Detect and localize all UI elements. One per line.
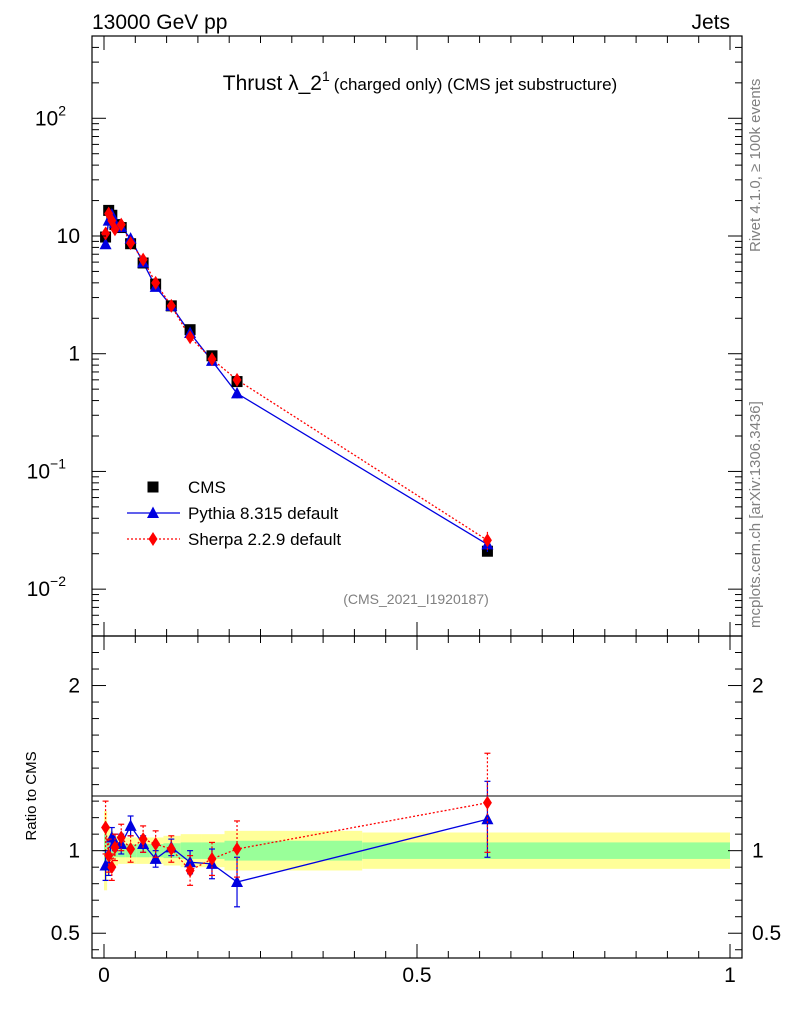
data-point xyxy=(116,217,126,232)
series-line xyxy=(104,212,488,545)
x-axis: 0 0.5 1 xyxy=(98,36,736,987)
ratio-band-inner xyxy=(110,842,114,859)
ratio-data-point xyxy=(207,851,217,866)
header-energy-label: 13000 GeV pp xyxy=(92,11,227,34)
data-point xyxy=(231,386,244,399)
ratio-data-point xyxy=(149,852,162,864)
data-point xyxy=(151,275,161,290)
ratio-y-axis: 0.5 0.5 1 1 2 2 xyxy=(51,652,781,951)
y-tick-label: 1 xyxy=(68,343,80,366)
analysis-id-label: (CMS_2021_I1920187) xyxy=(343,591,489,607)
ratio-panel-frame xyxy=(91,635,743,959)
legend: CMS Pythia 8.315 default Sherpa 2.2.9 defa… xyxy=(127,478,341,549)
header-category-label: Jets xyxy=(691,11,730,34)
ratio-band-inner xyxy=(201,842,225,859)
x-tick-label: 1 xyxy=(724,964,736,987)
ratio-data-point xyxy=(101,820,111,835)
ratio-tick-label: 2 xyxy=(68,675,80,698)
y-tick-label-base: 10 xyxy=(27,460,50,483)
legend-marker xyxy=(147,506,159,518)
ratio-tick-label-right: 2 xyxy=(752,675,764,698)
ratio-tick-label-right: 0.5 xyxy=(752,922,781,945)
ratio-panel: 0.5 0.51 12 2 0 0.5 1 Ratio to CMS xyxy=(23,36,781,987)
ratio-data-point xyxy=(124,819,137,831)
chart-title-subtitle: (charged only) (CMS jet substructure) xyxy=(334,75,617,94)
ratio-data-point xyxy=(231,875,244,888)
rivet-version-label: Rivet 4.1.0, ≥ 100k events xyxy=(747,79,764,252)
y-tick-label-base: 10 xyxy=(35,107,58,130)
ratio-data-point xyxy=(185,863,195,878)
x-tick-label: 0.5 xyxy=(402,964,431,987)
y-tick-label: 102 xyxy=(35,102,66,130)
ratio-data-point xyxy=(116,830,126,845)
y-tick-label: 10−2 xyxy=(27,573,67,601)
legend-marker xyxy=(148,532,158,546)
ratio-data-point xyxy=(166,842,176,857)
series-line xyxy=(104,211,488,541)
data-point xyxy=(482,533,492,548)
y-tick-label: 10−1 xyxy=(27,455,67,483)
ratio-band-inner xyxy=(362,842,730,859)
ratio-data-marks xyxy=(99,752,494,908)
legend-label: Pythia 8.315 default xyxy=(188,504,339,523)
data-point xyxy=(101,226,111,241)
ratio-data-point xyxy=(138,832,148,847)
ratio-data-point xyxy=(107,860,117,875)
mcplots-reference-label: mcplots.cern.ch [arXiv:1306.3436] xyxy=(747,401,764,628)
legend-label: CMS xyxy=(188,478,226,497)
y-tick-label: 10 xyxy=(57,225,80,248)
legend-marker xyxy=(147,481,159,493)
data-point xyxy=(138,252,148,267)
data-point xyxy=(166,298,176,313)
ratio-tick-label-right: 1 xyxy=(752,840,764,863)
ratio-uncertainty-bands xyxy=(104,811,730,891)
data-point xyxy=(185,330,195,345)
chart-title: Thrust λ_21 (charged only) (CMS jet subst… xyxy=(223,68,617,95)
ratio-tick-label: 0.5 xyxy=(51,922,80,945)
data-point xyxy=(99,237,112,250)
ratio-data-point xyxy=(104,848,114,863)
y-tick-label-exponent: 2 xyxy=(58,102,66,118)
main-data-marks xyxy=(99,204,494,557)
legend-label: Sherpa 2.2.9 default xyxy=(188,530,341,549)
data-point xyxy=(207,352,217,367)
ratio-band-inner xyxy=(224,840,363,861)
ratio-data-point xyxy=(151,837,161,852)
ratio-data-point xyxy=(482,795,492,810)
ratio-data-point xyxy=(126,842,136,857)
y-tick-label-base: 10 xyxy=(27,578,50,601)
ratio-data-point xyxy=(232,842,242,857)
ratio-tick-label: 1 xyxy=(68,840,80,863)
data-point xyxy=(110,222,120,237)
data-point xyxy=(232,372,242,387)
y-tick-label-exponent: −2 xyxy=(50,573,66,589)
ratio-data-point xyxy=(110,840,120,855)
chart-title-main: Thrust λ_2 xyxy=(223,72,322,95)
ratio-axis-label: Ratio to CMS xyxy=(23,751,40,840)
data-point xyxy=(126,236,136,251)
x-tick-label: 0 xyxy=(98,964,110,987)
y-tick-label-exponent: −1 xyxy=(50,455,66,471)
chart-title-superscript: 1 xyxy=(322,68,330,84)
